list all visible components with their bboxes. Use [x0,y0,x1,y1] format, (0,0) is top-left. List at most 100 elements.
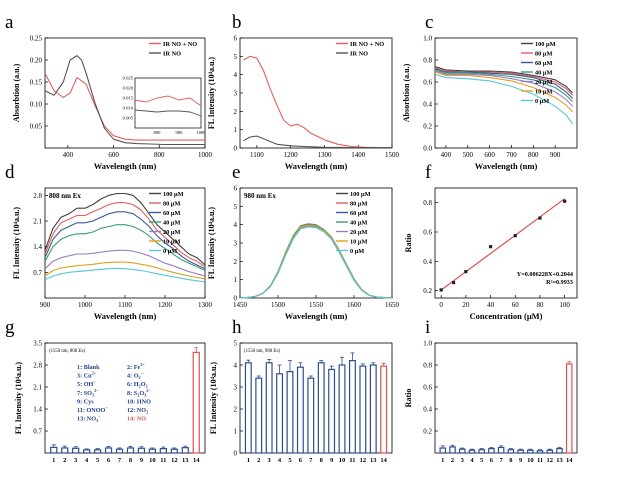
data-point [464,270,468,274]
legend-item-name: Cys [84,398,95,405]
series-line-3 [239,223,393,299]
x-tick-label: 0 [439,301,443,309]
y-tick-label: 6 [234,185,238,193]
panel-d: d 900 1000 1100 1200 1300 0.7 1.4 2.1 2.8 Waveleng… [5,162,213,321]
x-tick-label: 80 [536,301,544,309]
plot-frame [434,187,578,299]
x-axis-label: Wavelength (nm) [475,161,538,171]
series-line-4 [434,70,573,107]
fit-line [440,198,566,291]
y-tick-label: 0.2 [423,428,432,436]
plot-frame [44,342,206,454]
bar [317,362,325,454]
bar [369,364,377,454]
legend-item-sub: 2 [137,392,139,397]
bar [170,448,178,454]
category-label: 2 [63,457,66,464]
panel-letter: c [425,12,433,33]
data-point [513,234,517,238]
category-label: 10 [527,457,534,464]
y-axis-label: Ratio [404,389,413,408]
inset-y-tick-label: 0.020 [123,86,134,91]
legend-item-sub2: 3 [144,392,146,397]
x-tick-label: 1600 [347,301,362,309]
bar [468,449,476,454]
x-tick-label: 900 [550,151,561,159]
legend-item: 6: H2O2 [127,381,148,389]
series-line-3 [434,69,573,103]
panel-letter: f [425,162,432,183]
legend-label: 100 μM [350,191,371,198]
category-label: 4 [278,457,282,464]
legend-item-number: 2: [127,364,134,371]
legend-item-name: NO [137,407,146,414]
category-label: 14 [193,457,200,464]
bar [380,365,388,454]
bar [286,371,294,454]
legend-item-sub: 3 [96,418,98,423]
legend-item-name: Blank [84,364,100,371]
legend-label: 40 μM [350,220,367,227]
plot-frame [239,342,393,454]
legend-item: 8: S2O32− [127,388,151,398]
y-tick-label: 0.8 [423,57,432,65]
y-tick-label: 0.10 [30,101,43,109]
x-tick-label: 40 [487,301,495,309]
y-tick-label: 2.1 [33,384,42,392]
legend-item-number: 7: [77,390,84,397]
y-tick-label: 0.2 [423,123,432,131]
bar [359,365,367,454]
panel-c: c 400 500 600 700 800 900 0.0 0.2 0.4 0.6 0.8 1.0 Wav… [402,12,578,171]
legend-item: 1: Blank [77,364,100,371]
category-label: 13 [370,457,377,464]
bar [93,449,102,454]
plot-frame [44,37,206,149]
fit-r2: R²=0.9933 [546,279,573,286]
legend-label: IR NO + NO [163,41,197,48]
x-tick-label: 1000 [198,151,213,159]
legend-label: 80 μM [350,201,367,208]
x-tick-label: 1200 [284,151,299,159]
panel-f: f 0 20 40 60 80 100 0.2 0.4 0.6 0.8 Concentration (… [404,162,578,321]
series-line-5 [44,261,206,280]
x-tick-label: 500 [463,151,474,159]
series-line-6 [44,267,206,283]
inset-y-tick-label: 0.010 [123,106,134,111]
category-label: 12 [360,457,367,464]
legend-item: 14: NO [127,416,146,423]
bar [497,446,505,454]
legend-item-name: H [134,381,139,388]
bar [536,450,544,454]
y-tick-label: 2.8 [33,192,42,200]
panel-a: a 400 600 800 1000 0.05 0.10 0.15 0.20 0.25 Wavele… [5,12,213,171]
x-axis-label: Wavelength (nm) [285,161,348,171]
legend-item: 3: Cu2+ [77,371,97,380]
bar [348,360,356,454]
panel-letter: d [5,162,15,183]
legend-item: 7: SO32− [77,388,99,398]
y-tick-label: 0.7 [33,269,42,277]
y-axis-label: FL Intensity (10⁴a.u.) [14,362,23,435]
bar [265,362,273,454]
y-axis-label: FL Intensity (10⁴a.u.) [209,362,218,435]
legend-item-number: 9: [77,398,84,405]
y-tick-label: 6 [234,35,238,43]
category-label: 13 [182,457,189,464]
legend-label: 40 μM [163,220,180,227]
category-label: 8 [320,457,324,464]
category-label: 12 [547,457,554,464]
bar [104,447,113,454]
y-tick-label: 0.20 [30,57,43,65]
category-label: 5 [288,457,292,464]
bar [83,449,91,454]
category-label: 1 [441,457,444,464]
x-tick-label: 700 [506,151,517,159]
category-label: 3 [461,457,465,464]
x-tick-label: 1100 [118,301,132,309]
legend-item-number: 13: [77,416,87,423]
bar [192,351,200,454]
legend-label: 10 μM [350,239,367,246]
bar [449,446,456,454]
series-line-0 [243,55,392,149]
series-line-4 [239,225,393,299]
